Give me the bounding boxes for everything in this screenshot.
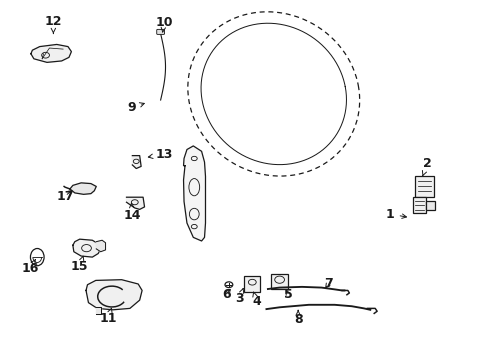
Text: 17: 17 [56, 190, 74, 203]
Text: 2: 2 [422, 157, 431, 176]
Text: 15: 15 [71, 256, 88, 273]
Polygon shape [31, 44, 71, 62]
Text: 1: 1 [385, 208, 406, 221]
Text: 6: 6 [222, 288, 230, 301]
Text: 10: 10 [155, 16, 172, 32]
Polygon shape [126, 197, 144, 210]
Text: 5: 5 [284, 288, 292, 301]
Text: 11: 11 [99, 308, 117, 325]
Text: 7: 7 [324, 278, 332, 291]
Polygon shape [132, 156, 141, 168]
Polygon shape [183, 146, 205, 241]
FancyBboxPatch shape [157, 30, 164, 35]
Bar [271, 274, 288, 289]
Bar [426, 201, 434, 210]
Bar [244, 276, 260, 292]
Polygon shape [96, 240, 105, 252]
Text: 3: 3 [235, 288, 244, 305]
Text: 12: 12 [44, 15, 62, 33]
Text: 16: 16 [21, 260, 39, 275]
Polygon shape [73, 239, 101, 257]
Polygon shape [70, 183, 96, 194]
Text: 14: 14 [123, 203, 141, 222]
Text: 4: 4 [252, 292, 261, 309]
Polygon shape [96, 307, 101, 315]
Bar [412, 197, 426, 213]
Polygon shape [86, 280, 142, 310]
Text: 8: 8 [293, 310, 302, 327]
Text: 9: 9 [127, 101, 144, 114]
Bar [414, 176, 433, 197]
Text: 13: 13 [148, 148, 173, 161]
